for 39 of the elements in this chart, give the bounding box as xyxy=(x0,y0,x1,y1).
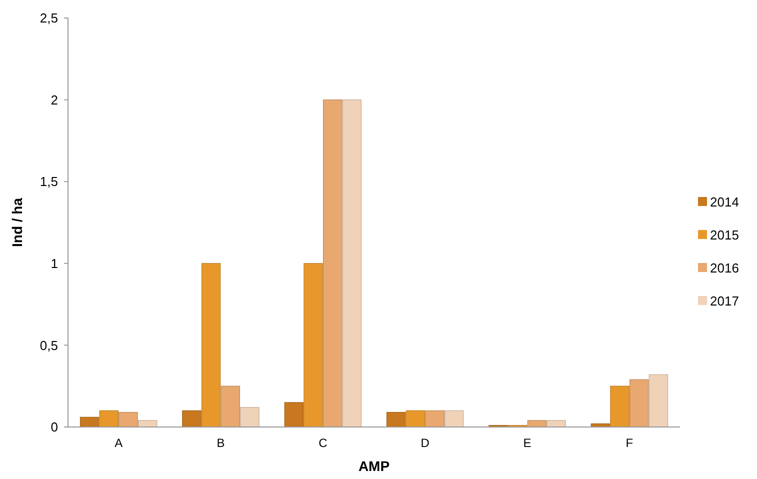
legend-label: 2016 xyxy=(710,260,739,276)
bar xyxy=(546,420,566,428)
bar xyxy=(240,407,260,428)
bar xyxy=(201,263,221,428)
bar xyxy=(304,263,323,428)
bar xyxy=(406,410,425,428)
bar xyxy=(182,410,202,428)
x-tick-label: D xyxy=(420,436,430,450)
bar xyxy=(444,410,464,428)
bar xyxy=(220,386,240,428)
bar xyxy=(648,374,668,428)
y-tick-label: 2 xyxy=(50,92,58,108)
bar xyxy=(610,386,630,428)
x-tick-label: B xyxy=(216,436,225,450)
x-tick-label: A xyxy=(114,436,123,450)
bar xyxy=(386,412,406,428)
legend-label: 2015 xyxy=(710,228,739,243)
bar xyxy=(342,100,362,428)
bar xyxy=(118,412,138,428)
x-tick-label: C xyxy=(318,436,328,450)
bar xyxy=(284,402,304,428)
bar xyxy=(630,379,649,428)
y-tick-label: 2,5 xyxy=(40,10,58,26)
legend-label: 2017 xyxy=(710,294,739,309)
x-axis-title: AMP xyxy=(358,458,390,474)
y-tick-label: 1 xyxy=(50,256,58,271)
legend-label: 2014 xyxy=(710,194,739,210)
bar xyxy=(138,420,158,428)
bar xyxy=(99,410,118,428)
bar xyxy=(323,100,342,428)
bar xyxy=(80,416,100,428)
bar xyxy=(425,410,444,428)
bar xyxy=(527,420,547,428)
y-tick-label: 0,5 xyxy=(40,338,58,353)
y-tick-label: 1,5 xyxy=(40,174,58,190)
x-tick-label: F xyxy=(626,436,634,450)
x-tick-label: E xyxy=(523,436,532,450)
y-tick-label: 0 xyxy=(50,420,58,435)
y-axis-title: Ind / ha xyxy=(9,198,25,247)
